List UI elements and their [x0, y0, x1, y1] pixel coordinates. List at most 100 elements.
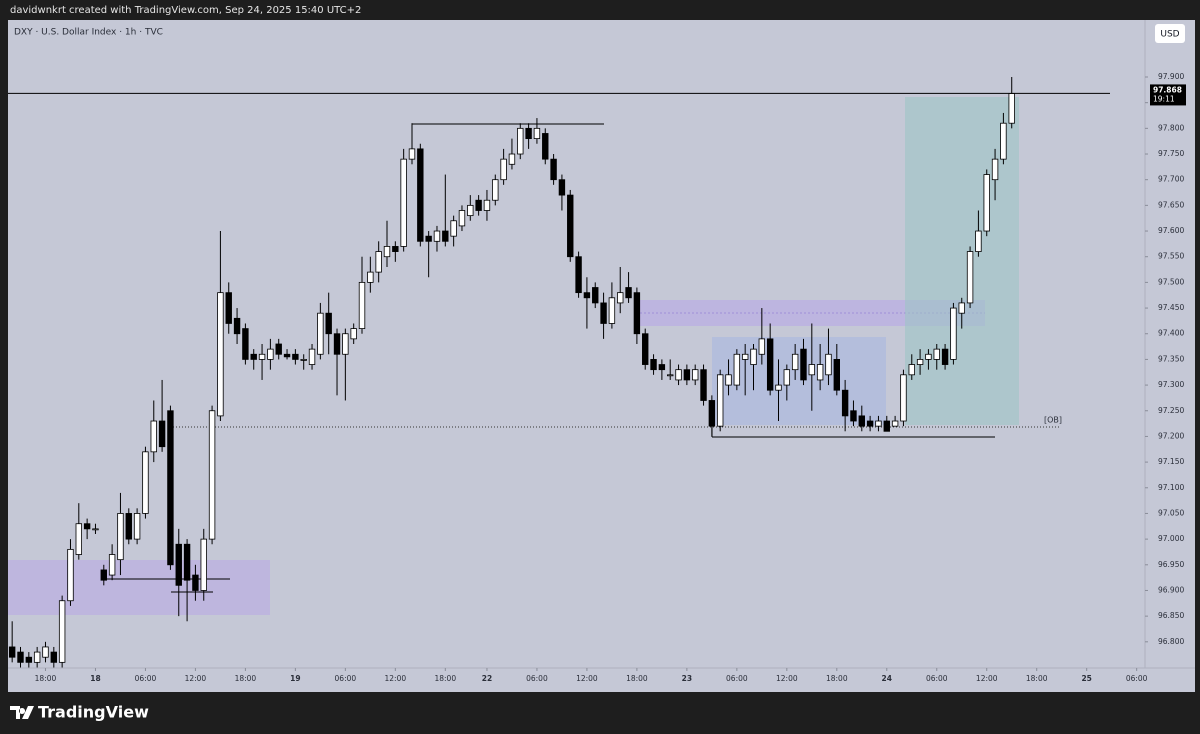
candle-body: [175, 543, 182, 586]
candle-body: [958, 302, 965, 314]
candle-body: [8, 646, 16, 658]
y-tick-label: 97.200: [1158, 431, 1184, 440]
candle-body: [700, 369, 707, 401]
y-tick-label: 97.250: [1158, 406, 1184, 415]
candle-body: [17, 651, 24, 663]
candle-body: [300, 359, 307, 361]
candle-body: [533, 127, 541, 140]
x-tick-label: 12:00: [385, 674, 407, 683]
candle-body: [508, 153, 516, 165]
candle-body: [167, 410, 174, 566]
candle-body: [916, 359, 924, 365]
candle-body: [108, 554, 116, 576]
countdown: 19:11: [1153, 94, 1175, 103]
candle-body: [816, 364, 824, 381]
candle-body: [83, 523, 91, 530]
y-tick-label: 97.700: [1158, 175, 1184, 184]
candle-body: [941, 348, 949, 365]
candle-body: [500, 158, 507, 181]
candle-body: [625, 287, 632, 299]
candle-body: [142, 451, 149, 514]
candle-body: [683, 369, 691, 381]
y-tick-label: 97.300: [1158, 380, 1184, 389]
candle-body: [433, 230, 441, 242]
y-tick-label: 97.450: [1158, 303, 1184, 312]
candle-body: [275, 343, 282, 355]
candle-body: [991, 158, 999, 181]
candle-body: [542, 133, 549, 160]
x-tick-label: 12:00: [185, 674, 207, 683]
candle-body: [283, 353, 291, 358]
candle-body: [317, 312, 324, 355]
currency[interactable]: USD: [1160, 30, 1179, 40]
candle-body: [225, 292, 232, 324]
candle-body: [766, 338, 774, 391]
y-tick-label: 97.100: [1158, 483, 1184, 492]
candle-body: [800, 348, 807, 381]
last-price-tag: [1150, 84, 1186, 106]
candle-body: [883, 420, 890, 432]
y-tick-label: 97.600: [1158, 226, 1184, 235]
candle-body: [67, 548, 74, 602]
candle-body: [458, 210, 466, 227]
candle-body: [858, 415, 865, 427]
x-tick-label: 18:00: [434, 674, 456, 683]
brand: TradingView: [38, 703, 149, 722]
candle-body: [492, 179, 499, 201]
currency-button[interactable]: [1155, 24, 1185, 43]
candle-body: [608, 297, 616, 324]
candle-body: [750, 348, 757, 365]
x-tick-label: 22: [482, 674, 492, 683]
x-tick-label: 12:00: [976, 674, 998, 683]
x-tick-label: 12:00: [776, 674, 798, 683]
candle-body: [200, 538, 207, 591]
candle-body: [841, 389, 849, 417]
candle-body: [75, 523, 83, 555]
candle-body: [600, 302, 607, 324]
candle-body: [925, 353, 932, 360]
x-tick-label: 06:00: [726, 674, 748, 683]
candle-body: [667, 374, 674, 377]
footer: [0, 692, 1200, 734]
candle-body: [208, 410, 216, 540]
x-tick-label: 18:00: [235, 674, 257, 683]
candle-body: [375, 251, 382, 273]
candle-body: [575, 256, 582, 294]
y-tick-label: 97.400: [1158, 329, 1184, 338]
attribution: davidwnkrt created with TradingView.com,…: [10, 5, 361, 16]
candle-body: [642, 333, 649, 365]
y-tick-label: 97.000: [1158, 534, 1184, 543]
x-tick-label: 06:00: [335, 674, 357, 683]
candle-body: [358, 281, 366, 329]
y-tick-label: 96.800: [1158, 637, 1184, 646]
candle-body: [741, 353, 749, 360]
candle-body: [617, 292, 624, 304]
x-tick-label: 23: [682, 674, 692, 683]
candle-body: [133, 513, 141, 540]
candle-body: [342, 333, 349, 355]
ob-label: [OB]: [1044, 416, 1062, 425]
x-tick-label: 18:00: [35, 674, 57, 683]
candle-body: [158, 420, 166, 448]
candle-body: [791, 353, 799, 371]
y-tick-label: 97.750: [1158, 149, 1184, 158]
candle-body: [475, 199, 482, 211]
candle-body: [1000, 122, 1007, 160]
candle-body: [292, 353, 299, 360]
symbol-legend[interactable]: DXY · U.S. Dollar Index · 1h · TVC: [14, 28, 163, 38]
y-tick-label: 97.550: [1158, 252, 1184, 261]
candle-body: [192, 574, 199, 591]
candle-body: [592, 287, 599, 304]
candle-body: [92, 528, 99, 531]
candle-body: [333, 333, 341, 355]
y-tick-label: 97.050: [1158, 508, 1184, 517]
brand-logo: [10, 706, 34, 719]
candle-body: [408, 148, 416, 160]
x-tick-label: 18: [90, 674, 100, 683]
last-price-label: 97.868: [1153, 85, 1182, 94]
candle-body: [25, 656, 33, 663]
x-tick-label: 06:00: [526, 674, 548, 683]
candle-body: [983, 174, 990, 232]
candle-body: [383, 246, 391, 258]
